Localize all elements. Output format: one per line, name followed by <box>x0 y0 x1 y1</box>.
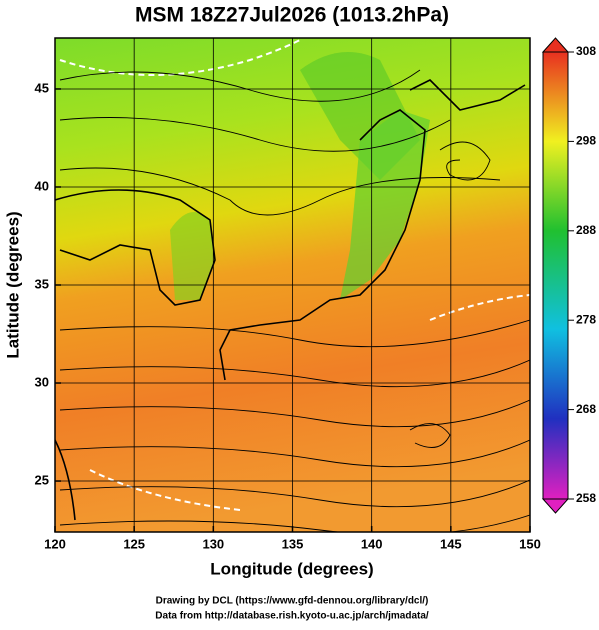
colorbar-tick-label: 288 <box>576 223 596 237</box>
credit: Drawing by DCL (https://www.gfd-dennou.o… <box>156 596 429 607</box>
x-tick-label: 135 <box>282 536 304 551</box>
y-axis-label: Latitude (degrees) <box>3 211 22 358</box>
colorbar-tick-label: 298 <box>576 134 596 148</box>
land <box>170 212 215 300</box>
colorbar-tick-label: 278 <box>576 312 596 326</box>
x-tick-label: 150 <box>519 536 541 551</box>
x-axis-label: Longitude (degrees) <box>210 559 373 578</box>
y-tick-label: 40 <box>35 178 49 193</box>
contours <box>59 39 530 511</box>
y-tick-label: 25 <box>35 472 49 487</box>
colorbar-tick-label: 258 <box>576 491 596 505</box>
x-tick-label: 130 <box>202 536 224 551</box>
colorbar-tick-label: 308 <box>576 44 596 58</box>
x-tick-label: 145 <box>440 536 462 551</box>
colorbar-tick-label: 268 <box>576 402 596 416</box>
colorbar-max-arrow <box>541 37 570 53</box>
land <box>340 110 430 300</box>
title: MSM 18Z27Jul2026 (1013.2hPa) <box>135 4 449 27</box>
x-tick-label: 140 <box>361 536 383 551</box>
credit: Data from http://database.rish.kyoto-u.a… <box>155 611 429 622</box>
y-tick-label: 35 <box>35 276 49 291</box>
coastlines <box>55 79 526 521</box>
streamlines <box>59 69 530 532</box>
y-tick-label: 30 <box>35 374 49 389</box>
x-tick-label: 125 <box>123 536 145 551</box>
y-tick-label: 45 <box>35 80 49 95</box>
x-tick-label: 120 <box>44 536 66 551</box>
colorbar-min-arrow <box>541 498 570 514</box>
colorbar <box>542 51 569 500</box>
